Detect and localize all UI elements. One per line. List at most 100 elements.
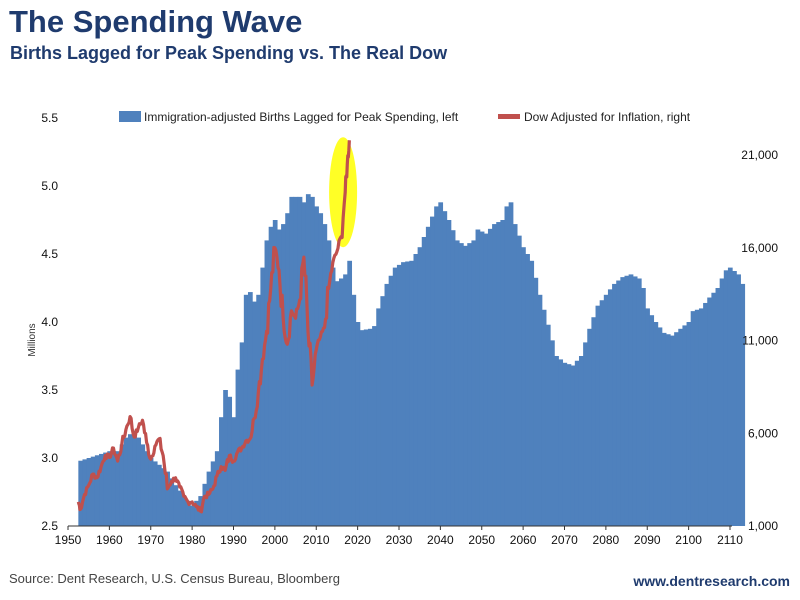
source-note: Source: Dent Research, U.S. Census Burea… — [9, 571, 340, 586]
dow-line — [76, 140, 351, 514]
births-bar — [574, 360, 580, 526]
births-bar — [123, 437, 129, 526]
births-bar — [727, 267, 733, 526]
x-tick-label: 1970 — [137, 533, 164, 547]
births-bar — [653, 322, 659, 526]
births-bar — [405, 261, 410, 526]
births-bar — [78, 460, 84, 526]
x-tick-label: 2070 — [551, 533, 578, 547]
births-bar — [243, 294, 249, 526]
births-bar — [529, 260, 535, 526]
births-bar — [707, 297, 712, 526]
births-bar — [181, 496, 187, 526]
births-bar — [628, 274, 634, 526]
births-bar — [384, 283, 390, 526]
births-bar — [566, 364, 572, 526]
y-right-tick-label: 11,000 — [742, 334, 778, 348]
births-bar — [533, 277, 539, 526]
births-bar — [260, 267, 266, 526]
births-bar — [314, 206, 319, 526]
births-bar — [458, 243, 464, 526]
births-bar — [578, 356, 584, 526]
highlight-ellipse — [329, 137, 358, 248]
births-bar — [293, 196, 299, 526]
births-bar — [603, 294, 609, 526]
births-bar — [620, 277, 626, 526]
births-bar — [107, 451, 113, 526]
births-bar — [607, 289, 613, 526]
births-bar — [115, 451, 121, 526]
births-bar — [330, 267, 336, 526]
x-tick-label: 2000 — [262, 533, 289, 547]
births-bar — [558, 359, 564, 526]
births-bar — [450, 230, 456, 526]
births-bar — [136, 437, 142, 526]
births-bar — [322, 224, 328, 526]
births-bar — [475, 229, 481, 526]
births-bar — [562, 362, 568, 526]
births-bar — [661, 332, 667, 526]
births-bar — [285, 213, 290, 526]
births-bar — [525, 254, 530, 526]
births-bar — [281, 224, 286, 526]
births-bar — [103, 452, 108, 526]
births-bar — [616, 280, 621, 526]
births-bar — [512, 224, 518, 526]
legend-swatch-dow — [498, 114, 520, 119]
births-bar — [351, 294, 357, 526]
chart-subtitle: Births Lagged for Peak Spending vs. The … — [10, 43, 448, 63]
births-bar — [305, 194, 311, 526]
axes: 1950 1960 1970 1980 1990 2000 2010 2020 2030 2040… — [41, 111, 778, 547]
births-bar — [152, 461, 158, 526]
x-tick-label: 1980 — [179, 533, 206, 547]
legend: Immigration-adjusted Births Lagged for P… — [119, 110, 691, 124]
births-bar — [297, 196, 303, 526]
births-bar — [732, 271, 737, 526]
births-bar — [401, 262, 406, 526]
births-bar — [541, 309, 547, 526]
births-bar — [587, 328, 592, 526]
births-bar — [173, 485, 179, 526]
births-bar — [165, 471, 170, 526]
births-bar — [413, 254, 419, 526]
births-bar — [694, 309, 700, 526]
births-bar — [442, 211, 448, 526]
births-bar — [500, 220, 506, 526]
births-bar — [334, 281, 340, 526]
births-bar — [326, 240, 332, 526]
births-bar — [148, 458, 154, 526]
births-bar — [670, 335, 675, 526]
legend-swatch-births — [119, 111, 141, 122]
births-bar — [479, 231, 485, 526]
births-bar — [276, 229, 282, 526]
births-bar — [471, 240, 477, 526]
births-bar — [127, 434, 133, 526]
births-bar — [624, 275, 630, 526]
births-bar — [674, 332, 679, 526]
y-right-tick-label: 1,000 — [748, 519, 778, 533]
births-bar — [723, 270, 729, 526]
births-bar — [682, 325, 688, 526]
births-bar — [363, 329, 369, 526]
births-bar — [719, 278, 725, 526]
website-link[interactable]: www.dentresearch.com — [633, 573, 790, 589]
births-bar — [430, 216, 435, 526]
births-bar — [90, 456, 96, 526]
births-bar — [372, 326, 377, 526]
x-tick-label: 2030 — [386, 533, 413, 547]
y-left-tick-label: 2.5 — [41, 519, 58, 533]
births-bar — [570, 365, 576, 526]
births-bars — [78, 194, 746, 527]
births-bar — [736, 274, 741, 526]
births-bar — [641, 288, 646, 526]
y-left-tick-label: 4.5 — [41, 247, 58, 261]
births-bar — [177, 490, 183, 526]
births-bar — [612, 283, 617, 526]
births-bar — [599, 300, 605, 526]
births-bar — [111, 451, 117, 526]
births-bar — [376, 308, 381, 526]
births-bar — [483, 233, 489, 526]
births-bar — [185, 500, 191, 526]
births-bar — [434, 206, 439, 526]
